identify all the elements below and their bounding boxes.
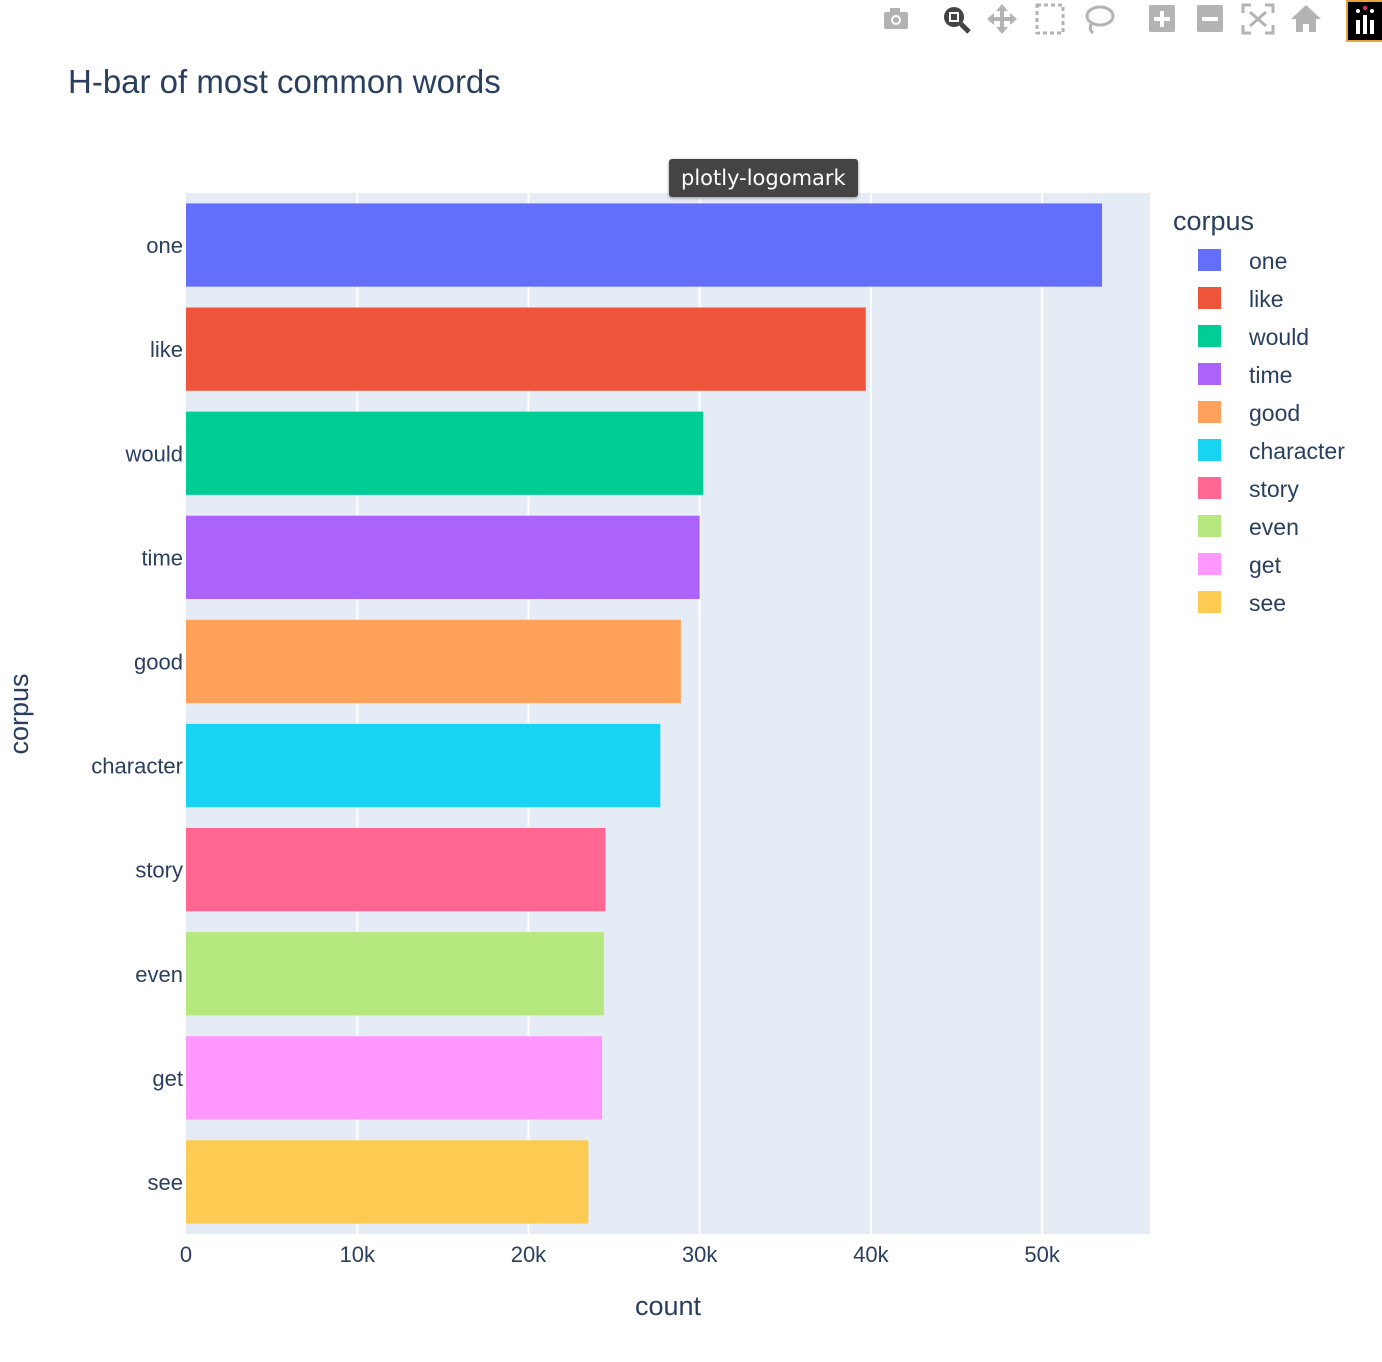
zoom-out-icon[interactable] xyxy=(1192,2,1228,36)
y-tick-label: would xyxy=(125,441,183,466)
bar-time[interactable] xyxy=(186,515,700,599)
bar-even[interactable] xyxy=(186,932,604,1016)
x-tick-label: 30k xyxy=(682,1242,718,1267)
legend-item-get[interactable]: get xyxy=(1198,552,1282,578)
bar-character[interactable] xyxy=(186,723,661,808)
legend-label: like xyxy=(1249,286,1284,312)
y-tick-label: see xyxy=(148,1170,183,1195)
legend-label: good xyxy=(1249,400,1300,426)
plot-area[interactable]: 0 10k 20k 30k 40k 50k one like would time good char… xyxy=(91,193,1150,1267)
box-select-icon[interactable] xyxy=(1032,2,1068,36)
y-tick-label: character xyxy=(91,754,183,779)
legend-swatch xyxy=(1198,515,1221,537)
legend-swatch xyxy=(1198,325,1221,347)
legend-item-character[interactable]: character xyxy=(1198,438,1345,464)
legend-item-like[interactable]: like xyxy=(1198,286,1284,312)
modebar xyxy=(860,0,1382,42)
plotly-logomark-icon[interactable] xyxy=(1346,0,1382,42)
x-axis-title: count xyxy=(635,1291,702,1321)
y-tick-label: good xyxy=(134,649,183,674)
legend-swatch xyxy=(1198,553,1221,575)
legend-item-one[interactable]: one xyxy=(1198,248,1287,274)
legend-item-see[interactable]: see xyxy=(1198,590,1286,616)
legend-label: see xyxy=(1249,590,1286,616)
y-tick-label: like xyxy=(150,337,183,362)
zoom-in-icon[interactable] xyxy=(1144,2,1180,36)
camera-icon[interactable] xyxy=(872,2,908,36)
legend-item-good[interactable]: good xyxy=(1198,400,1300,426)
legend-swatch xyxy=(1198,287,1221,309)
legend-item-story[interactable]: story xyxy=(1198,476,1299,502)
legend-title: corpus xyxy=(1173,206,1254,236)
y-axis-title: corpus xyxy=(4,673,34,754)
bar-see[interactable] xyxy=(186,1140,589,1224)
autoscale-icon[interactable] xyxy=(1240,2,1276,36)
legend-swatch xyxy=(1198,477,1221,499)
bar-one[interactable] xyxy=(186,203,1103,287)
bar-like[interactable] xyxy=(186,307,866,391)
y-tick-label: get xyxy=(152,1066,183,1091)
lasso-select-icon[interactable] xyxy=(1080,2,1116,36)
legend-label: story xyxy=(1249,476,1299,502)
legend-label: one xyxy=(1249,248,1287,274)
zoom-icon[interactable] xyxy=(936,2,972,36)
legend-swatch xyxy=(1198,363,1221,385)
legend-item-would[interactable]: would xyxy=(1198,324,1309,350)
legend-item-even[interactable]: even xyxy=(1198,514,1299,540)
x-tick-label: 50k xyxy=(1024,1242,1060,1267)
legend-swatch xyxy=(1198,401,1221,423)
legend: corpus one like would time good character stor… xyxy=(1173,206,1345,616)
legend-swatch xyxy=(1198,439,1221,461)
bar-story[interactable] xyxy=(186,828,606,912)
y-tick-label: one xyxy=(146,233,183,258)
bar-get[interactable] xyxy=(186,1036,603,1120)
bar-good[interactable] xyxy=(186,619,681,704)
legend-label: time xyxy=(1249,362,1292,388)
legend-item-time[interactable]: time xyxy=(1198,362,1292,388)
legend-swatch xyxy=(1198,591,1221,613)
x-tick-label: 40k xyxy=(853,1242,889,1267)
x-tick-label: 10k xyxy=(339,1242,375,1267)
legend-label: would xyxy=(1248,324,1309,350)
chart-title: H-bar of most common words xyxy=(68,63,501,100)
legend-swatch xyxy=(1198,249,1221,271)
legend-label: character xyxy=(1249,438,1345,464)
legend-label: even xyxy=(1249,514,1299,540)
x-tick-label: 20k xyxy=(511,1242,547,1267)
bar-would[interactable] xyxy=(186,411,704,495)
tooltip: plotly-logomark xyxy=(669,159,858,197)
y-tick-label: time xyxy=(141,545,183,570)
legend-label: get xyxy=(1249,552,1282,578)
y-tick-label: story xyxy=(135,858,183,883)
pan-icon[interactable] xyxy=(984,2,1020,36)
y-tick-label: even xyxy=(135,962,183,987)
x-tick-label: 0 xyxy=(180,1242,192,1267)
reset-axes-icon[interactable] xyxy=(1288,2,1324,36)
